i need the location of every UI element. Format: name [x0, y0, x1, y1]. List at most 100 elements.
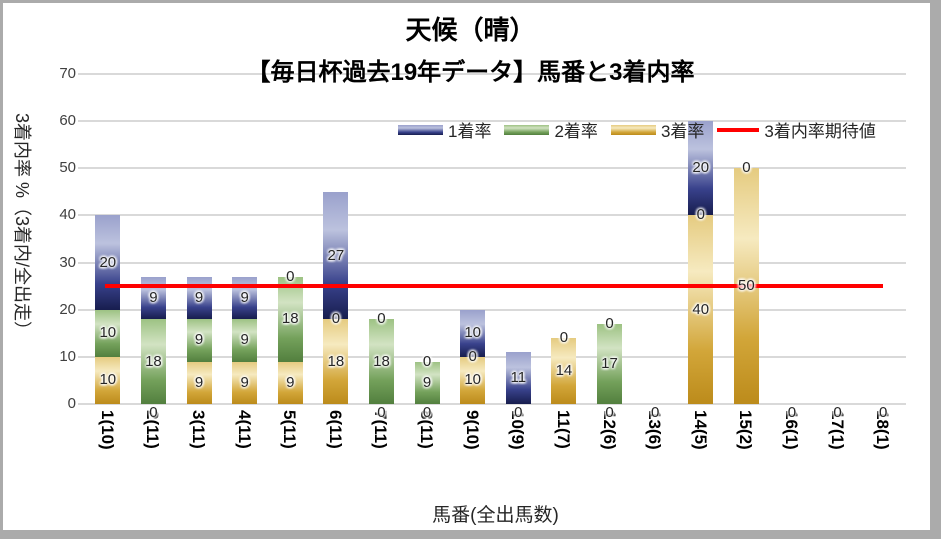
- legend-label-second-rate: 2着率: [554, 122, 598, 141]
- bar-data-label: 18: [373, 352, 390, 370]
- bar-segment-win-rate: [95, 215, 121, 310]
- bar-data-label: 9: [149, 288, 158, 306]
- x-axis-category-label: 6(11): [325, 410, 345, 449]
- bar-data-label: 50: [738, 277, 755, 295]
- y-axis-title: 3着内率 %（3着内/全出走）: [12, 113, 32, 340]
- bar-data-label: 9: [194, 331, 204, 349]
- bar-data-label: 0: [422, 352, 432, 370]
- bar-data-label: 0: [422, 404, 432, 421]
- bar-segment-second-rate: [414, 361, 440, 404]
- x-axis-category-label: 15(2): [736, 410, 756, 450]
- bar-segment-second-rate: [232, 319, 258, 362]
- y-tick-mark: [78, 167, 85, 170]
- bar-data-label: 40: [692, 300, 710, 318]
- bar-data-label: 9: [422, 373, 432, 391]
- chart-subtitle: 【毎日杯過去19年データ】馬番と3着内率: [246, 59, 695, 86]
- bar-segment-second-rate: [597, 323, 623, 404]
- bar-data-label: 18: [281, 310, 299, 328]
- bar-data-label: 0: [787, 404, 797, 421]
- bar-data-label: 0: [833, 404, 842, 421]
- bar-data-label: 10: [464, 324, 482, 342]
- expected-value-line: [105, 284, 883, 289]
- y-tick-mark: [78, 403, 85, 405]
- bar-segment-second-rate: [186, 319, 212, 362]
- legend-label-win-rate: 1着率: [448, 122, 492, 141]
- bar-segment-second-rate: [368, 319, 394, 404]
- bar-segment-third-rate: [95, 356, 121, 404]
- gridline-70: [85, 73, 906, 75]
- x-axis-category-label: 5(11): [280, 410, 300, 449]
- legend-item-win-rate: 1着率: [398, 117, 491, 142]
- y-tick-mark: [78, 355, 85, 358]
- y-axis-tick-label: 20: [59, 300, 76, 318]
- bar-segment-win-rate: [460, 309, 486, 357]
- x-axis-category-label: 14(5): [690, 410, 710, 450]
- bar-segment-third-rate: [460, 356, 486, 404]
- bar-segment-win-rate: [323, 191, 349, 320]
- bar-data-label: 10: [99, 324, 117, 342]
- bar-data-label: 11: [510, 369, 527, 387]
- bar-data-label: 27: [327, 246, 345, 264]
- legend-label-third-rate: 3着率: [660, 122, 705, 141]
- legend-line-marker-expected-top3-rate: [717, 127, 760, 132]
- y-tick-mark: [78, 73, 85, 75]
- bar-segment-win-rate: [140, 276, 166, 320]
- legend-item-third-rate: 3着率: [610, 117, 705, 142]
- x-axis-category-label: 4(11): [234, 410, 254, 449]
- bar-data-label: 9: [194, 288, 204, 306]
- gridline-10: [85, 355, 906, 358]
- bar-data-label: 0: [879, 404, 888, 421]
- bar-data-label: 17: [601, 354, 618, 372]
- legend-swatch-third-rate: [610, 124, 656, 135]
- bar-data-label: 9: [286, 373, 295, 391]
- gridline-40: [85, 214, 906, 217]
- y-tick-mark: [78, 308, 85, 311]
- legend-item-second-rate: 2着率: [504, 117, 598, 142]
- gridline-50: [85, 167, 906, 170]
- bar-data-label: 9: [240, 373, 249, 391]
- bar-data-label: 18: [327, 352, 345, 370]
- bar-segment-second-rate: [140, 319, 166, 404]
- y-axis-tick-label: 10: [59, 347, 76, 365]
- bar-segment-second-rate: [95, 309, 121, 357]
- legend-item-expected-top3-rate: 3着内率期待値: [717, 117, 876, 142]
- bar-segment-third-rate: [277, 361, 303, 404]
- gridline-20: [85, 308, 906, 311]
- bar-data-label: 0: [605, 314, 614, 332]
- bar-data-label: 0: [377, 404, 386, 421]
- y-axis-tick-label: 50: [59, 159, 76, 177]
- bar-data-label: 0: [650, 404, 660, 421]
- bar-data-label: 0: [468, 347, 477, 365]
- y-axis-tick-label: 70: [59, 65, 76, 82]
- bar-segment-third-rate: [551, 338, 577, 404]
- y-tick-mark: [78, 120, 85, 123]
- bar-segment-win-rate: [232, 276, 258, 320]
- y-axis-tick-label: 0: [67, 395, 76, 412]
- bar-data-label: 9: [240, 288, 249, 306]
- legend: 1着率 2着率 3着率 3着内率期待値: [398, 117, 876, 142]
- x-axis-category-label: 3(11): [189, 410, 209, 449]
- legend-swatch-win-rate: [398, 124, 443, 135]
- bar-data-label: 0: [514, 404, 523, 421]
- bar-segment-third-rate: [186, 361, 212, 404]
- y-tick-mark: [78, 261, 85, 264]
- bar-data-label: 9: [240, 331, 249, 349]
- bar-segment-win-rate: [688, 121, 714, 216]
- bar-data-label: 0: [331, 310, 341, 328]
- legend-swatch-second-rate: [504, 124, 550, 135]
- gridline-0: [85, 403, 906, 405]
- x-axis-category-label: 11(7): [553, 410, 573, 449]
- y-axis-tick-label: 30: [59, 253, 76, 271]
- legend-label-expected-top3-rate: 3着内率期待値: [764, 122, 876, 141]
- bar-data-label: 0: [696, 206, 705, 224]
- bar-segment-third-rate: [323, 319, 349, 404]
- bar-segment-win-rate: [186, 276, 212, 320]
- gridline-60: [85, 120, 906, 123]
- bar-segment-win-rate: [505, 352, 531, 404]
- bar-data-label: 10: [464, 371, 482, 389]
- bar-data-label: 20: [99, 253, 117, 271]
- bar-data-label: 0: [377, 310, 386, 328]
- bar-data-label: 18: [145, 352, 162, 370]
- chart-background: [3, 3, 930, 530]
